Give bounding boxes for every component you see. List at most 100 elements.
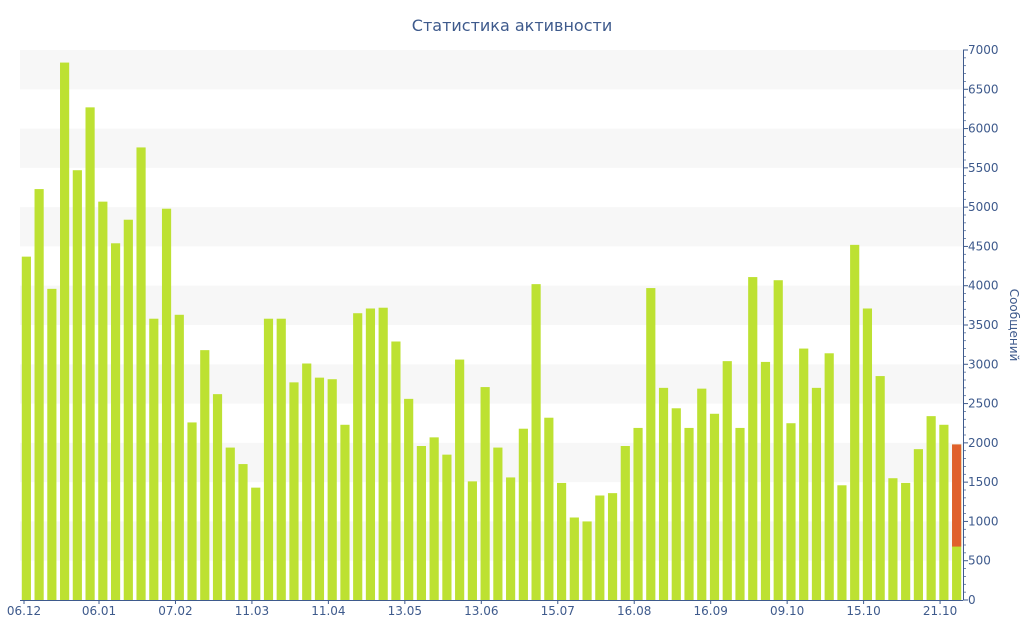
bar: [47, 288, 57, 600]
y-tick-label: 1500: [968, 475, 999, 489]
bar: [302, 363, 312, 600]
bar: [72, 170, 82, 600]
bar: [709, 413, 720, 600]
bar: [760, 361, 771, 600]
bar: [939, 424, 949, 600]
bar: [582, 521, 592, 600]
y-tick-label: 2000: [968, 436, 999, 450]
y-tick-label: 1000: [968, 514, 999, 528]
y-tick-label: 4000: [968, 279, 999, 293]
bar: [824, 353, 834, 600]
y-tick-label: 5000: [968, 200, 999, 214]
chart-title: Статистика активности: [412, 16, 612, 35]
bar: [340, 424, 350, 600]
x-tick-label: 09.10: [770, 604, 804, 618]
grid-band: [20, 207, 963, 247]
bar: [557, 482, 567, 600]
bars-group: [21, 62, 962, 601]
bar: [174, 314, 184, 600]
bar: [353, 313, 363, 600]
x-tick-label: 16.08: [617, 604, 651, 618]
bar: [811, 387, 822, 600]
y-tick-label: 7000: [968, 43, 999, 57]
y-tick-label: 5500: [968, 161, 999, 175]
bar: [212, 394, 223, 600]
bar: [620, 446, 630, 600]
bar: [263, 318, 274, 600]
x-tick-label: 13.06: [464, 604, 498, 618]
bar: [595, 495, 605, 600]
bar: [404, 398, 414, 600]
bar: [684, 427, 694, 600]
bar: [21, 256, 31, 600]
bar: [518, 428, 528, 600]
grid-band: [20, 442, 963, 483]
bar: [416, 446, 426, 600]
bar: [748, 277, 758, 600]
bar: [251, 487, 261, 600]
bar: [850, 244, 860, 600]
bar: [607, 493, 618, 600]
x-tick-label: 06.01: [82, 604, 116, 618]
y-tick-label: 500: [968, 554, 991, 568]
x-tick-label: 07.02: [158, 604, 192, 618]
x-tick-label: 11.04: [311, 604, 345, 618]
x-tick-label: 13.05: [388, 604, 422, 618]
bar: [722, 361, 732, 600]
grid-bands: [20, 50, 963, 561]
bar: [467, 481, 477, 600]
x-tick-label: 06.12: [7, 604, 41, 618]
bar: [34, 189, 44, 601]
bar: [875, 376, 885, 600]
bar: [888, 478, 898, 600]
bar: [60, 62, 70, 601]
bar: [276, 318, 286, 600]
bar: [646, 288, 656, 600]
bar: [735, 427, 745, 600]
grid-band: [20, 50, 963, 90]
bar: [569, 517, 579, 600]
x-tick-label: 11.03: [235, 604, 269, 618]
y-tick-label: 6000: [968, 122, 999, 136]
bar: [378, 307, 388, 600]
bar: [901, 482, 911, 600]
bar: [110, 243, 121, 601]
bar: [161, 208, 172, 600]
bar: [480, 387, 490, 600]
y-tick-label: 2500: [968, 397, 999, 411]
bar: [289, 382, 299, 600]
bar: [455, 359, 465, 600]
bar: [98, 201, 108, 600]
bar: [225, 447, 235, 600]
bar: [671, 408, 681, 600]
bar: [799, 348, 809, 600]
bar: [531, 284, 541, 600]
bar: [123, 219, 133, 600]
bar: [544, 417, 554, 600]
bar: [926, 416, 936, 600]
x-tick-label: 15.10: [846, 604, 880, 618]
axes-group: 0 500 1000 1500 2000 2500 3000 3500 4000 4500 5000…: [7, 43, 999, 618]
bar: [837, 485, 847, 600]
y-tick-label: 0: [968, 593, 976, 607]
y-tick-label: 6500: [968, 82, 999, 96]
bar: [493, 447, 503, 600]
bar: [862, 308, 873, 600]
bar: [327, 379, 337, 600]
y-tick-label: 3000: [968, 357, 999, 371]
grid-band: [20, 128, 963, 168]
grid-band: [20, 364, 963, 404]
bar: [391, 341, 401, 600]
bar: [365, 308, 376, 600]
bar: [913, 449, 923, 600]
x-tick-label: 16.09: [694, 604, 728, 618]
bar: [658, 387, 669, 600]
y-tick-label: 4500: [968, 239, 999, 253]
bar: [85, 107, 95, 600]
bar: [136, 147, 146, 600]
bar: [633, 427, 643, 600]
bar: [506, 477, 516, 600]
bar: [200, 350, 210, 600]
